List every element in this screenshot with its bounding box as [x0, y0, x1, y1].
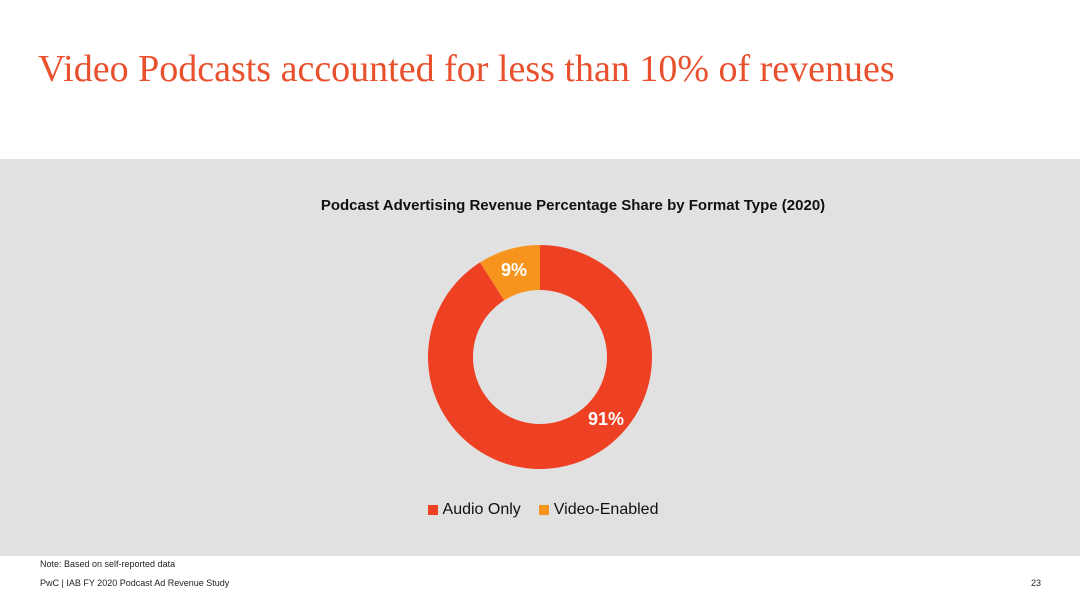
donut-slices	[427, 245, 652, 469]
donut-labels: 91% 9%	[501, 260, 624, 429]
legend-swatch-audio-only	[427, 505, 438, 515]
slide-title: Video Podcasts accounted for less than 1…	[38, 48, 895, 90]
slice-audio-only	[427, 245, 652, 469]
donut-chart: 91% 9%	[427, 245, 652, 469]
legend-item-video-enabled: Video-Enabled	[538, 501, 659, 519]
chart-panel: Podcast Advertising Revenue Percentage S…	[0, 159, 1080, 556]
footer-source: PwC | IAB FY 2020 Podcast Ad Revenue Stu…	[40, 578, 230, 588]
data-label-audio-only: 91%	[588, 409, 624, 429]
legend-label-audio-only: Audio Only	[442, 501, 521, 518]
legend-swatch-video-enabled	[538, 505, 549, 515]
slice-video-enabled	[479, 245, 540, 301]
data-label-video-enabled: 9%	[501, 260, 527, 280]
footnote: Note: Based on self-reported data	[40, 559, 176, 569]
legend-item-audio-only: Audio Only	[427, 501, 521, 519]
page-number: 23	[1030, 578, 1041, 588]
legend-label-video-enabled: Video-Enabled	[553, 501, 659, 518]
chart-title: Podcast Advertising Revenue Percentage S…	[320, 197, 826, 214]
chart-legend: Audio Only Video-Enabled	[0, 501, 1080, 519]
